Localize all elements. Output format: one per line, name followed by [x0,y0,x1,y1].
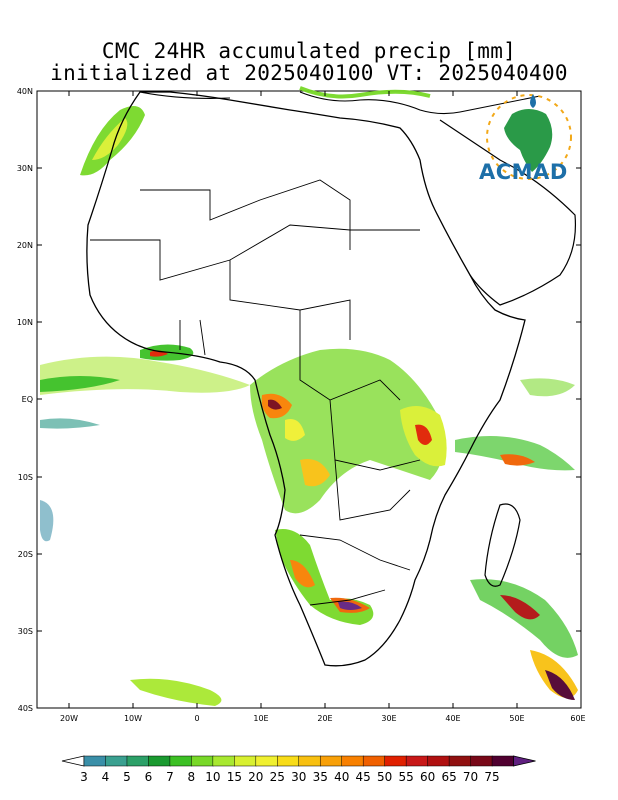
colorbar-label: 6 [144,770,153,784]
lat-ticks [37,90,581,709]
colorbar-label: 75 [484,770,500,784]
colorbar-label: 4 [101,770,110,784]
lat-label: 20N [17,241,33,250]
colorbar-swatch [341,755,364,767]
colorbar-label: 30 [291,770,307,784]
colorbar-swatch [470,755,493,767]
colorbar-label: 65 [441,770,457,784]
colorbar-over-triangle [513,755,536,767]
colorbar-swatch [491,755,515,767]
colorbar-label: 60 [419,770,436,784]
lat-label: 10N [17,318,33,327]
lat-label: 30N [17,164,33,173]
colorbar [61,755,536,767]
colorbar-label: 55 [398,770,414,784]
acmad-africa-logo-icon [486,94,572,180]
lon-label: 10W [124,714,142,723]
lat-label: 40S [18,704,33,713]
colorbar-label: 15 [226,770,242,784]
colorbar-swatch [448,755,472,767]
colorbar-swatch [427,755,450,767]
lon-label: 20W [60,714,78,723]
lon-label: 0 [194,714,199,723]
lat-label: 30S [18,627,33,636]
acmad-logo-text: ACMAD [479,160,568,184]
lat-label: EQ [22,395,33,404]
lon-label: 20E [317,714,332,723]
lon-label: 40E [445,714,460,723]
lon-ticks [68,91,518,708]
lon-labels: 20W 10W 0 10E 20E 30E 40E 50E 60E [60,714,586,723]
lat-label: 20S [18,550,33,559]
colorbar-label: 5 [123,770,131,784]
colorbar-label: 35 [312,770,328,784]
colorbar-swatch [191,755,214,767]
colorbar-label: 3 [80,770,88,784]
colorbar-swatch [234,755,257,767]
colorbar-swatch [319,755,343,767]
colorbar-label: 40 [334,770,350,784]
lon-label: 30E [381,714,396,723]
colorbar-swatch [169,755,193,767]
colorbar-label: 50 [377,770,393,784]
chart-title-line-1: CMC 24HR accumulated precip [mm] [101,39,517,63]
precip-fields [40,86,578,706]
colorbar-swatch [362,755,386,767]
colorbar-label: 10 [205,770,221,784]
colorbar-label: 25 [269,770,285,784]
colorbar-label: 7 [166,770,174,784]
lon-label: 10E [253,714,268,723]
lat-label: 40N [17,87,33,96]
colorbar-label: 45 [355,770,371,784]
colorbar-swatch [126,755,150,767]
colorbar-swatch [212,755,235,767]
colorbar-label: 20 [248,770,264,784]
coastline [86,91,526,667]
colorbar-label: 70 [462,770,479,784]
colorbar-swatch [384,755,407,767]
colorbar-swatch [105,755,128,767]
chart-title-line-2: initialized at 2025040100 VT: 2025040400 [50,61,568,85]
lat-label: 10S [18,473,33,482]
lon-label: 60E [570,714,585,723]
colorbar-swatch [298,755,321,767]
lon-label: 50E [509,714,524,723]
colorbar-label: 8 [187,770,196,784]
colorbar-under-triangle [61,755,85,767]
colorbar-swatch [405,755,429,767]
colorbar-swatch [83,755,107,767]
colorbar-swatch [255,755,278,767]
colorbar-swatch [277,755,300,767]
map-area [36,86,582,709]
lat-labels: 40N 30N 20N 10N EQ 10S 20S 30S 40S [17,87,33,713]
colorbar-swatch [148,755,171,767]
